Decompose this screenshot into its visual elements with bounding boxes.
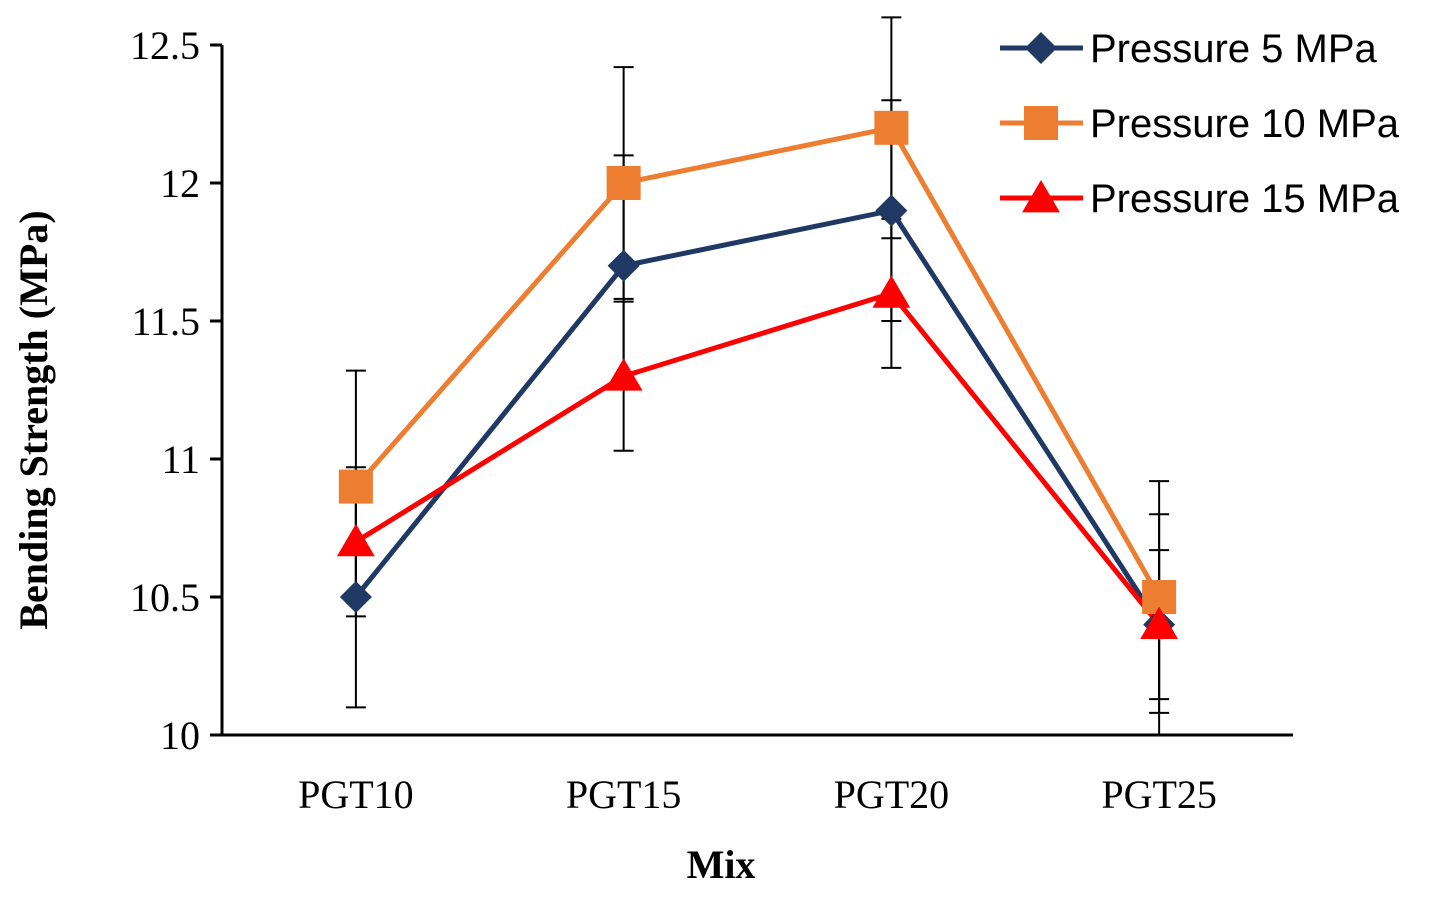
axes bbox=[220, 45, 1293, 737]
y-tick-label: 10 bbox=[160, 713, 200, 758]
legend-marker bbox=[1025, 32, 1057, 64]
y-axis-title: Bending Strength (MPa) bbox=[11, 210, 56, 629]
series-line-3 bbox=[354, 290, 1162, 627]
data-point bbox=[338, 469, 373, 504]
data-point bbox=[607, 249, 640, 282]
y-tick-label: 10.5 bbox=[130, 575, 200, 620]
y-tick-label: 11.5 bbox=[131, 299, 200, 344]
x-tick-label: PGT10 bbox=[298, 772, 414, 817]
x-tick-label: PGT20 bbox=[834, 772, 950, 817]
x-tick-label: PGT15 bbox=[566, 772, 682, 817]
y-tick-label: 11 bbox=[161, 437, 200, 482]
series-line-1 bbox=[353, 208, 1162, 626]
x-tick-label: PGT25 bbox=[1101, 772, 1217, 817]
series-lines bbox=[353, 125, 1162, 627]
data-point bbox=[606, 166, 641, 200]
legend: Pressure 5 MPa Pressure 10 MPa Pressure 15… bbox=[1000, 27, 1400, 221]
y-ticks: 10 10.5 11 11.5 12 12.5 bbox=[130, 23, 222, 758]
data-point bbox=[872, 275, 911, 308]
data-point bbox=[874, 110, 909, 145]
y-tick-label: 12.5 bbox=[130, 23, 200, 68]
series-line-2 bbox=[353, 125, 1162, 599]
legend-marker bbox=[1024, 106, 1058, 140]
data-point bbox=[339, 581, 372, 613]
legend-label: Pressure 10 MPa bbox=[1090, 102, 1400, 146]
x-axis-title: Mix bbox=[687, 842, 756, 887]
legend-label: Pressure 5 MPa bbox=[1090, 27, 1378, 71]
data-point bbox=[1140, 606, 1179, 639]
y-tick-label: 12 bbox=[160, 161, 200, 206]
legend-marker bbox=[1022, 180, 1060, 213]
data-point bbox=[875, 194, 908, 227]
series-markers bbox=[336, 110, 1179, 641]
legend-label: Pressure 15 MPa bbox=[1090, 177, 1400, 221]
x-ticks: PGT10 PGT15 PGT20 PGT25 bbox=[298, 772, 1217, 817]
data-point bbox=[604, 358, 643, 391]
data-point bbox=[336, 523, 375, 557]
